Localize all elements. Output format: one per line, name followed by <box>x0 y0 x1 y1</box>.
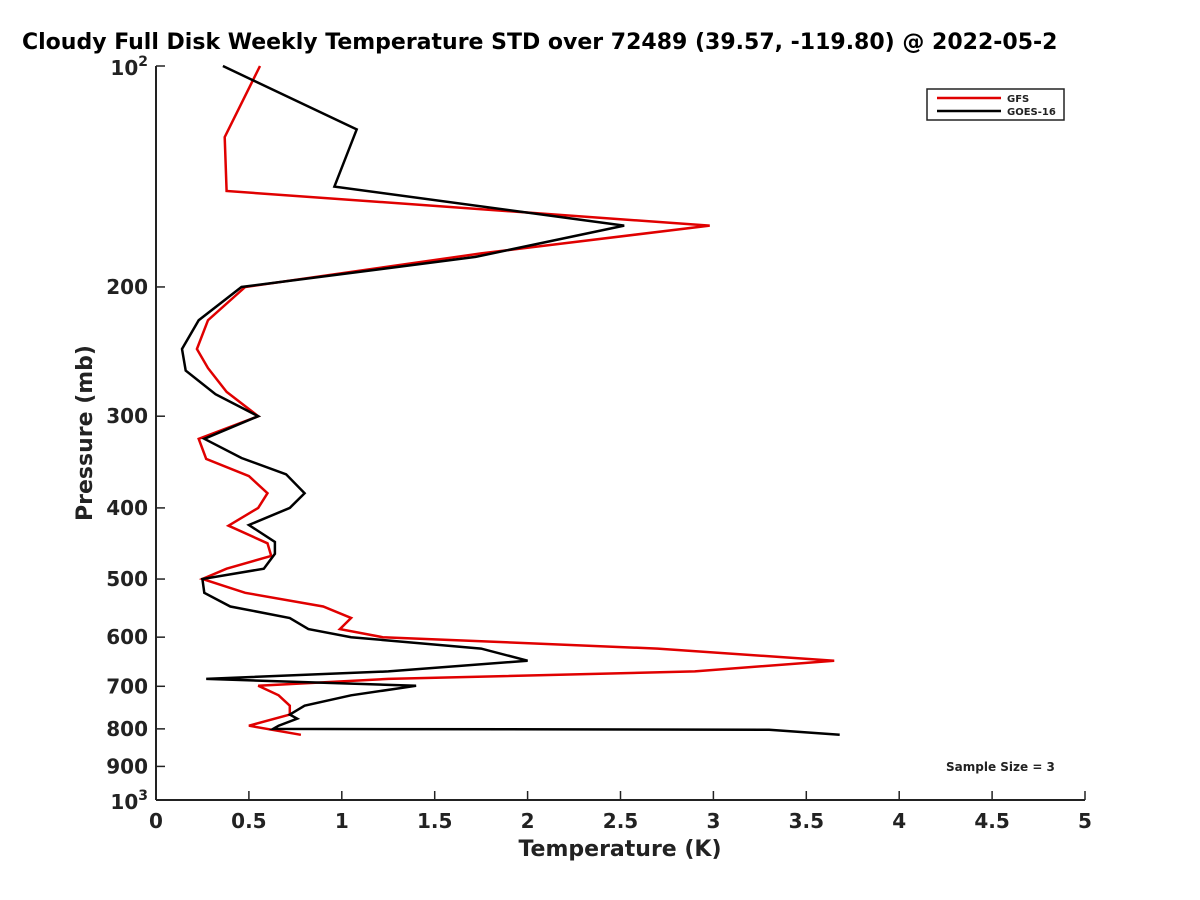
x-tick-label: 0 <box>149 809 163 833</box>
x-tick-label: 2.5 <box>603 809 638 833</box>
x-axis-label: Temperature (K) <box>518 837 721 862</box>
y-axis-label: Pressure (mb) <box>73 345 98 521</box>
x-tick-label: 0.5 <box>231 809 266 833</box>
legend-label-goes-16: GOES-16 <box>1007 107 1056 118</box>
series-line-goes-16 <box>180 64 840 737</box>
y-tick-label: 600 <box>106 625 148 649</box>
y-tick-label-power: 102 <box>110 54 148 80</box>
series-layer <box>180 64 840 737</box>
legend-box <box>926 88 1065 121</box>
x-tick-label: 2 <box>521 809 535 833</box>
series-line-gfs <box>195 65 835 737</box>
x-tick-label: 3 <box>706 809 720 833</box>
y-tick-label: 800 <box>106 717 148 741</box>
y-tick-label: 200 <box>106 275 148 299</box>
sample-size-annotation: Sample Size = 3 <box>946 760 1055 774</box>
y-tick-label: 300 <box>106 404 148 428</box>
legend: GFS GOES-16 <box>926 88 1065 121</box>
y-tick-label: 400 <box>106 496 148 520</box>
axes-layer <box>155 66 1085 801</box>
x-tick-label: 4 <box>892 809 906 833</box>
legend-label-gfs: GFS <box>1007 94 1029 105</box>
x-tick-label: 5 <box>1078 809 1092 833</box>
y-tick-label: 500 <box>106 567 148 591</box>
y-ticks: 102 200 300 400 500 600 700 800 900 103 <box>106 54 165 814</box>
x-tick-label: 4.5 <box>974 809 1009 833</box>
chart-title: Cloudy Full Disk Weekly Temperature STD … <box>22 30 1058 55</box>
x-tick-label: 3.5 <box>789 809 824 833</box>
x-ticks: 0 0.5 1 1.5 2 2.5 3 3.5 4 4.5 5 <box>149 791 1092 833</box>
x-tick-label: 1.5 <box>417 809 452 833</box>
y-tick-label: 900 <box>106 754 148 778</box>
x-tick-label: 1 <box>335 809 349 833</box>
y-tick-label-power: 103 <box>110 788 148 814</box>
y-tick-label: 700 <box>106 674 148 698</box>
